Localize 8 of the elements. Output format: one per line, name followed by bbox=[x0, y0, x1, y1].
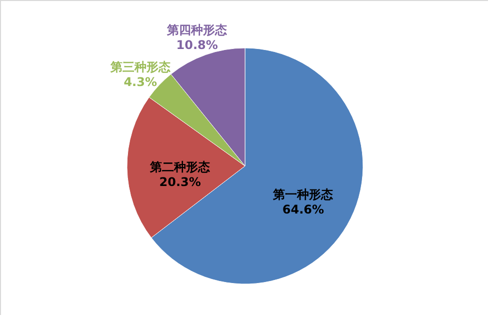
data-label: 10.8% bbox=[176, 38, 218, 52]
data-label: 20.3% bbox=[159, 175, 201, 190]
data-label: 64.6% bbox=[282, 202, 324, 217]
slice-label: 第四种形态 bbox=[166, 23, 228, 38]
data-label: 4.3% bbox=[124, 75, 157, 90]
slice-label: 第三种形态 bbox=[109, 60, 172, 74]
slice-label: 第二种形态 bbox=[149, 160, 212, 174]
slice-label: 第一种形态 bbox=[272, 188, 334, 202]
